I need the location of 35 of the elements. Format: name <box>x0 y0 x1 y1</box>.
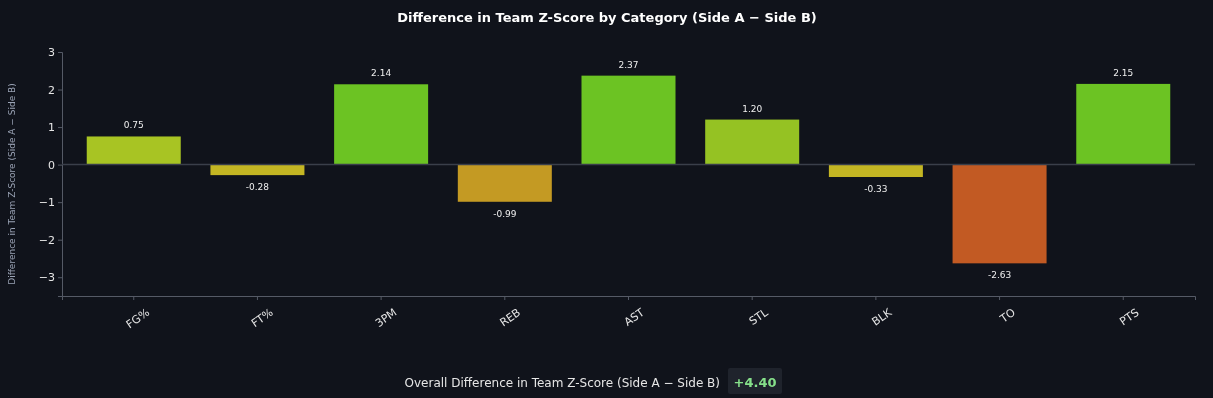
y-tick-label: 0 <box>48 158 55 172</box>
bar <box>86 136 181 165</box>
y-tick-label: 2 <box>48 83 55 97</box>
x-tick-label: BLK <box>869 305 895 329</box>
data-label: 2.14 <box>371 68 392 79</box>
x-tick-label: TO <box>996 305 1019 326</box>
bar <box>581 75 676 165</box>
text: Overall Difference in Team Z-Score (Side A − Side B) <box>404 376 720 390</box>
data-label: -0.33 <box>864 184 888 194</box>
data-label: 2.15 <box>1113 67 1134 78</box>
y-tick-label: 1 <box>48 121 55 135</box>
data-label: -2.63 <box>987 270 1012 281</box>
data-label: 0.75 <box>123 120 144 131</box>
chart-title: Difference in Team Z-Score by Category (Side A − Side B) <box>397 10 817 25</box>
y-tick-label: −1 <box>38 196 55 210</box>
x-tick-label: REB <box>497 305 524 330</box>
x-tick-label: PTS <box>1117 305 1142 329</box>
x-tick-label: FT% <box>249 305 276 330</box>
y-tick-label: −3 <box>38 271 55 285</box>
bar <box>210 164 305 176</box>
y-tick-label: −2 <box>38 233 55 247</box>
bar <box>952 164 1047 264</box>
data-label: 2.37 <box>618 59 639 70</box>
data-label: 1.20 <box>742 103 763 114</box>
data-label: -0.99 <box>493 208 517 219</box>
bar <box>828 164 923 177</box>
bar <box>334 84 429 165</box>
y-tick-label: 3 <box>48 46 55 60</box>
bar <box>1076 83 1171 165</box>
text: +4.40 <box>733 375 777 390</box>
y-axis-title: Difference in Team Z-Score (Side A − Side B) <box>7 83 17 285</box>
bar <box>705 119 800 165</box>
x-tick-label: STL <box>746 305 772 328</box>
data-label: -0.28 <box>245 182 270 193</box>
bar <box>457 164 552 202</box>
